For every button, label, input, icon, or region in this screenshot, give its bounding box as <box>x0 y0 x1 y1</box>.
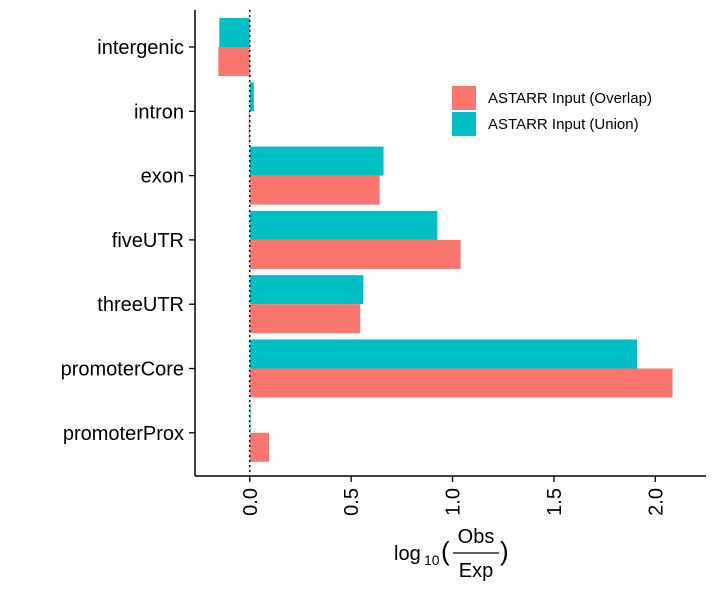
bar-fiveUTR-overlap <box>249 239 461 269</box>
x-tick-label-1: 0.5 <box>341 488 363 516</box>
bar-threeUTR-overlap <box>249 304 361 334</box>
y-tick-label-promoterProx: promoterProx <box>63 423 184 445</box>
x-axis-title-subscript: 10 <box>424 552 440 568</box>
x-axis-title-open-paren: ( <box>441 536 450 566</box>
legend-label-0: ASTARR Input (Overlap) <box>488 90 652 107</box>
y-tick-label-exon: exon <box>141 166 184 188</box>
x-axis-title-numerator: Obs <box>458 526 495 548</box>
bar-intergenic-union <box>219 18 250 47</box>
x-tick-label-3: 1.5 <box>544 488 566 516</box>
legend-label-1: ASTARR Input (Union) <box>488 116 639 133</box>
legend-key-1 <box>452 112 476 136</box>
y-axis-ticks: intergenic intron exon fiveUTR threeUTR promo… <box>61 37 195 445</box>
x-axis-title: log 10 ( Obs Exp ) <box>394 526 509 582</box>
x-tick-label-2: 1.0 <box>443 488 465 516</box>
y-tick-label-intergenic: intergenic <box>97 37 184 59</box>
y-tick-label-intron: intron <box>134 101 184 123</box>
bars-layer <box>218 18 673 462</box>
bar-exon-union <box>249 146 384 176</box>
legend: ASTARR Input (Overlap) ASTARR Input (Unio… <box>452 86 652 136</box>
y-tick-label-threeUTR: threeUTR <box>97 294 184 316</box>
bar-promoterProx-union <box>249 403 251 433</box>
x-axis-title-denominator: Exp <box>459 560 493 582</box>
x-axis-title-close-paren: ) <box>500 536 509 566</box>
y-tick-label-promoterCore: promoterCore <box>61 359 184 381</box>
bar-intergenic-overlap <box>218 47 250 76</box>
x-tick-label-0: 0.0 <box>240 488 262 516</box>
bar-promoterCore-overlap <box>249 368 673 398</box>
bar-intron-union <box>249 82 254 112</box>
x-axis-title-prefix: log <box>394 543 421 565</box>
bar-fiveUTR-union <box>249 210 438 240</box>
legend-key-0 <box>452 86 476 110</box>
bar-promoterCore-union <box>249 339 638 369</box>
x-tick-label-4: 2.0 <box>645 488 667 516</box>
bar-threeUTR-union <box>249 275 364 305</box>
y-tick-label-fiveUTR: fiveUTR <box>112 230 184 252</box>
x-axis-ticks: 0.0 0.5 1.0 1.5 2.0 <box>240 476 667 516</box>
bar-promoterProx-overlap <box>249 432 270 462</box>
bar-exon-overlap <box>249 175 380 205</box>
